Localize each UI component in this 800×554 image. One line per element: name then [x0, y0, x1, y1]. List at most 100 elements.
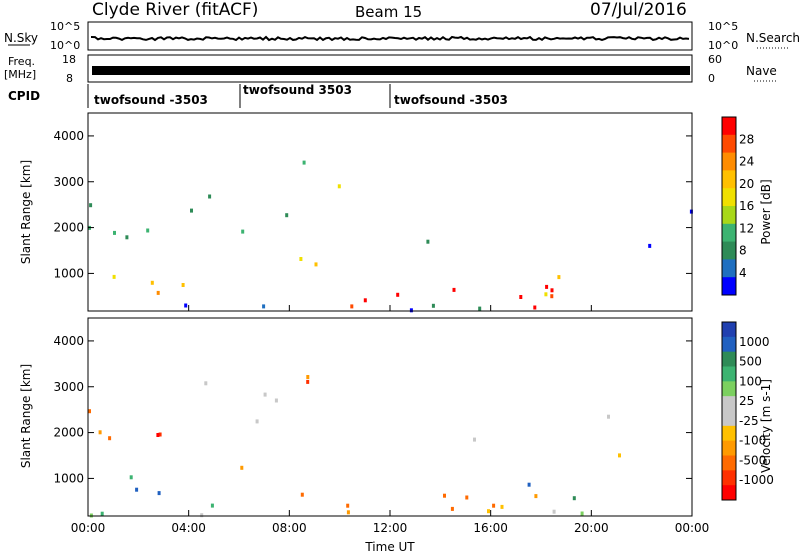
- x-tick-label: 08:00: [272, 521, 307, 535]
- x-tick-label: 04:00: [171, 521, 206, 535]
- cpid-segment-2: twofsound 3503: [243, 83, 352, 97]
- colorbar-segment: [722, 366, 736, 382]
- y-tick-label: 4000: [53, 334, 84, 348]
- y-tick-label: 2000: [53, 221, 84, 235]
- data-cell: [299, 257, 303, 261]
- colorbar-segment: [722, 188, 736, 207]
- data-cell: [426, 239, 430, 244]
- data-cell: [158, 432, 162, 437]
- freq-panel-frame: [87, 54, 693, 83]
- colorbar-tick-label: 16: [739, 199, 754, 213]
- data-cell: [190, 208, 193, 213]
- colorbar-segment: [722, 277, 736, 296]
- cpid-label: CPID: [8, 89, 40, 103]
- data-cell: [306, 379, 310, 384]
- colorbar-segment: [722, 206, 736, 225]
- data-cell: [431, 303, 435, 308]
- data-cell: [208, 194, 212, 199]
- station-title: Clyde River (fitACF): [92, 0, 258, 20]
- cpid-segment-3: twofsound -3503: [394, 93, 508, 107]
- y-tick-label: 2000: [53, 426, 84, 440]
- colorbar-segment: [722, 455, 736, 471]
- data-cell: [200, 513, 204, 518]
- power-panel-bg: [88, 113, 692, 311]
- colorbar-segment: [722, 259, 736, 278]
- colorbar-segment: [722, 381, 736, 397]
- colorbar-segment: [722, 152, 736, 171]
- colorbar-frame: [721, 321, 737, 501]
- y-tick-label: 3000: [53, 380, 84, 394]
- colorbar-segment: [722, 223, 736, 243]
- x-tick-label: 00:00: [675, 521, 710, 535]
- power-colorbar: 28 24 20 16 12 8 4: [721, 116, 754, 296]
- power-y-axis: 1000 2000 3000 4000: [53, 129, 692, 280]
- colorbar-tick-label: 25: [739, 394, 754, 408]
- colorbar-segment: [722, 117, 736, 136]
- colorbar-segment: [722, 470, 736, 486]
- data-cell: [98, 430, 102, 435]
- data-cell: [150, 280, 154, 285]
- y-tick-label: 4000: [53, 129, 84, 143]
- colorbar-frame: [721, 116, 737, 296]
- x-tick-label: 00:00: [71, 521, 106, 535]
- data-cell: [314, 262, 318, 267]
- noise-right-tick-bottom: 10^0: [708, 39, 738, 52]
- data-cell: [135, 487, 139, 492]
- colorbar-segment: [722, 170, 736, 189]
- noise-left-tick-bottom: 10^0: [50, 39, 80, 52]
- data-cell: [492, 503, 496, 508]
- data-cell: [125, 235, 129, 240]
- colorbar-tick-label: -500: [739, 453, 766, 467]
- velocity-heatmap: [88, 375, 621, 518]
- freq-tick-bottom: 8: [66, 72, 73, 85]
- nsearch-label: N.Search: [746, 31, 800, 45]
- data-cell: [580, 511, 584, 516]
- nave-tick-bottom: 0: [708, 72, 715, 85]
- data-cell: [274, 398, 278, 403]
- data-cell: [112, 274, 116, 279]
- x-tick-label: 16:00: [473, 521, 508, 535]
- colorbar-tick-label: 28: [739, 132, 754, 146]
- data-cell: [550, 294, 554, 299]
- data-cell: [240, 465, 244, 470]
- data-cell: [450, 506, 454, 511]
- data-cell: [396, 292, 400, 297]
- colorbar-segment: [722, 134, 736, 154]
- y-tick-label: 3000: [53, 175, 84, 189]
- data-cell: [544, 292, 548, 297]
- data-cell: [300, 492, 304, 497]
- data-cell: [519, 295, 523, 299]
- noise-right-tick-top: 10^5: [708, 20, 738, 33]
- colorbar-tick-label: 100: [739, 374, 762, 388]
- colorbar-tick-label: -1000: [739, 473, 774, 487]
- data-cell: [302, 160, 306, 165]
- data-cell: [146, 228, 150, 233]
- data-cell: [89, 203, 93, 208]
- data-cell: [156, 433, 160, 437]
- colorbar-segment: [722, 322, 736, 338]
- y-tick-label: 1000: [53, 266, 84, 280]
- data-cell: [157, 491, 161, 496]
- data-cell: [552, 509, 556, 514]
- data-cell: [255, 419, 259, 424]
- data-cell: [210, 503, 214, 508]
- data-cell: [443, 493, 446, 498]
- data-cell: [452, 287, 456, 292]
- colorbar-tick-label: 12: [739, 221, 754, 235]
- colorbar-segment: [722, 396, 736, 412]
- velocity-colorbar: 1000 500 100 25 -25 -100 -500 -1000: [721, 321, 774, 501]
- power-ylabel: Slant Range [km]: [19, 160, 33, 264]
- data-cell: [262, 304, 266, 309]
- data-cell: [557, 275, 561, 280]
- data-cell: [100, 511, 104, 516]
- colorbar-segment: [722, 411, 736, 427]
- power-heatmap: [88, 160, 693, 313]
- colorbar-tick-label: 20: [739, 177, 754, 191]
- freq-label-2: [MHz]: [4, 68, 36, 81]
- data-cell: [108, 436, 112, 441]
- x-axis-label: Time UT: [364, 540, 415, 554]
- velocity-panel-bg: [88, 318, 692, 516]
- colorbar-tick-label: 500: [739, 355, 762, 369]
- colorbar-segment: [722, 425, 736, 442]
